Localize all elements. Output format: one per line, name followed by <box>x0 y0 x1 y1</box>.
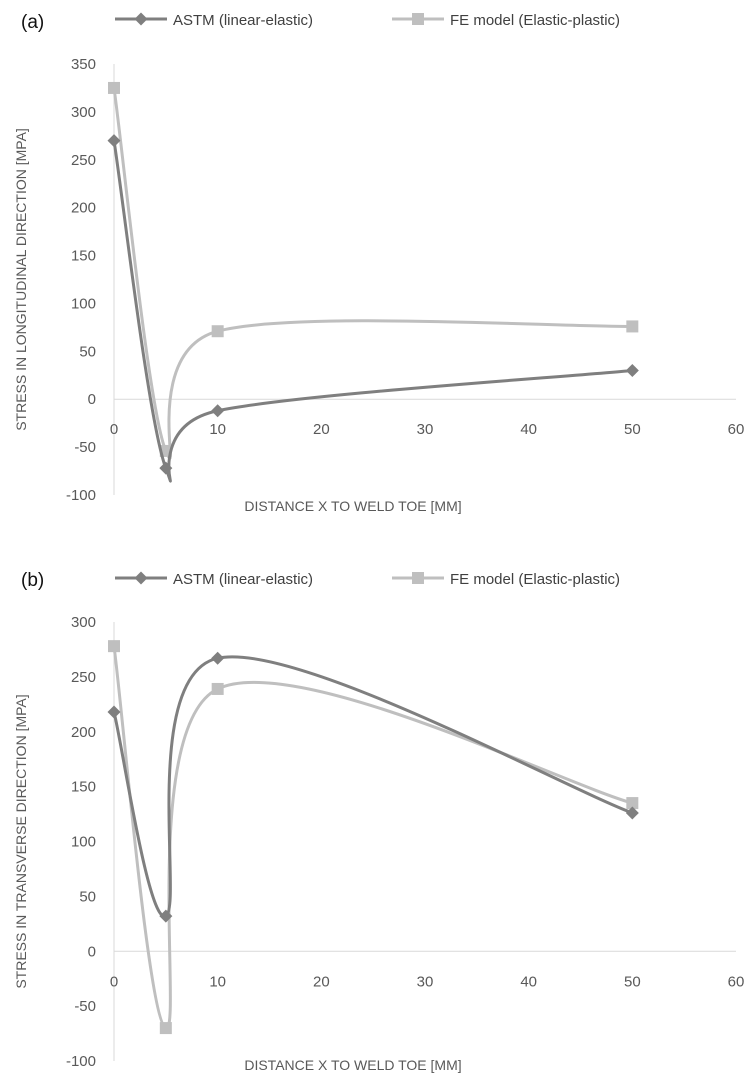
y-tick-label: -50 <box>74 439 96 456</box>
y-tick-label: 200 <box>71 200 96 217</box>
legend-entry-fe: FE model (Elastic-plastic) <box>392 571 620 588</box>
series-fe <box>108 82 638 458</box>
x-axis-title: DISTANCE X TO WELD TOE [MM] <box>244 1057 461 1073</box>
x-tick-label: 40 <box>520 421 537 438</box>
y-tick-label: -100 <box>66 487 96 504</box>
y-tick-label: 150 <box>71 779 96 796</box>
y-tick-label: 0 <box>88 391 96 408</box>
legend-label: FE model (Elastic-plastic) <box>450 12 620 29</box>
y-tick-label: 250 <box>71 669 96 686</box>
legend-label: ASTM (linear-elastic) <box>173 571 313 588</box>
data-point-square <box>160 1022 172 1034</box>
y-tick-label: 250 <box>71 152 96 169</box>
series-fe <box>108 640 638 1034</box>
x-tick-label: 60 <box>728 973 744 990</box>
x-tick-label: 50 <box>624 421 641 438</box>
legend-marker <box>135 13 148 26</box>
series-line <box>114 141 632 481</box>
legend-entry-astm: ASTM (linear-elastic) <box>115 571 313 588</box>
x-tick-label: 30 <box>417 973 434 990</box>
legend-marker <box>412 13 424 25</box>
legend-marker <box>412 572 424 584</box>
y-tick-label: 350 <box>71 56 96 73</box>
y-tick-label: 300 <box>71 614 96 631</box>
x-tick-label: 0 <box>110 973 118 990</box>
y-tick-label: 100 <box>71 295 96 312</box>
y-tick-label: -100 <box>66 1053 96 1070</box>
series-line <box>114 646 632 1028</box>
panel-label: (b) <box>21 570 44 591</box>
x-tick-label: 0 <box>110 421 118 438</box>
legend-marker <box>135 572 148 585</box>
y-tick-label: 50 <box>79 343 96 360</box>
y-tick-label: 200 <box>71 724 96 741</box>
chart-panel-a: (a) ASTM (linear-elastic) FE model (Elasti… <box>13 12 744 514</box>
y-tick-label: 50 <box>79 888 96 905</box>
legend-label: ASTM (linear-elastic) <box>173 12 313 29</box>
y-tick-label: 0 <box>88 943 96 960</box>
y-tick-label: 150 <box>71 248 96 265</box>
x-tick-label: 20 <box>313 973 330 990</box>
data-point-square <box>108 640 120 652</box>
x-tick-label: 40 <box>520 973 537 990</box>
x-tick-label: 20 <box>313 421 330 438</box>
series-astm <box>108 652 639 923</box>
x-axis-title: DISTANCE X TO WELD TOE [MM] <box>244 498 461 514</box>
y-axis-title: STRESS IN LONGITUDINAL DIRECTION [MPA] <box>13 128 29 431</box>
x-tick-label: 30 <box>417 421 434 438</box>
y-tick-label: 100 <box>71 834 96 851</box>
legend-entry-fe: FE model (Elastic-plastic) <box>392 12 620 29</box>
data-point-diamond <box>211 652 224 665</box>
series-line <box>114 88 632 458</box>
series-astm <box>108 134 639 481</box>
series-line <box>114 657 632 917</box>
data-point-square <box>626 320 638 332</box>
y-tick-label: 300 <box>71 104 96 121</box>
legend-label: FE model (Elastic-plastic) <box>450 571 620 588</box>
data-point-diamond <box>211 404 224 417</box>
legend-entry-astm: ASTM (linear-elastic) <box>115 12 313 29</box>
data-point-square <box>108 82 120 94</box>
chart-panel-b: (b) ASTM (linear-elastic) FE model (Elasti… <box>13 570 744 1073</box>
x-tick-label: 50 <box>624 973 641 990</box>
x-tick-label: 60 <box>728 421 744 438</box>
data-point-square <box>212 683 224 695</box>
panel-label: (a) <box>21 12 44 33</box>
data-point-diamond <box>626 364 639 377</box>
data-point-diamond <box>108 705 121 718</box>
data-point-square <box>212 325 224 337</box>
x-tick-label: 10 <box>209 973 226 990</box>
y-axis-title: STRESS IN TRANSVERSE DIRECTION [MPA] <box>13 694 29 988</box>
x-tick-label: 10 <box>209 421 226 438</box>
y-tick-label: -50 <box>74 998 96 1015</box>
